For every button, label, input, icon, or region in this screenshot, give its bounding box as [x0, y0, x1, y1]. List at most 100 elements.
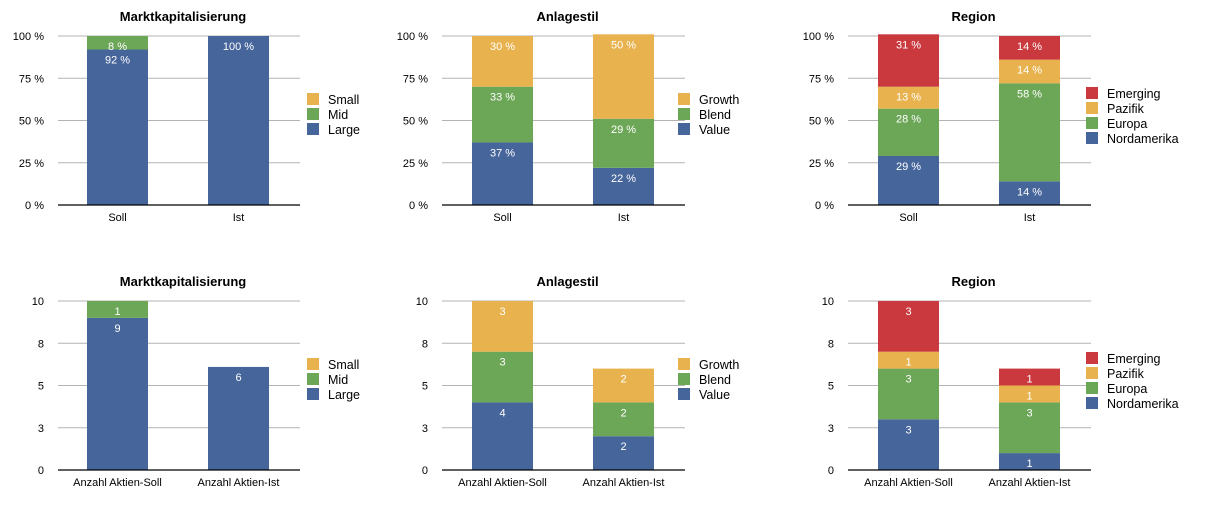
y-tick-label: 8 — [828, 338, 834, 350]
legend-swatch-value — [678, 123, 690, 135]
legend-label: Small — [328, 358, 359, 372]
legend-label: Emerging — [1107, 87, 1161, 101]
data-label: 33 % — [490, 92, 515, 104]
bar-segment-growth — [472, 301, 533, 352]
chart-svg: Anlagestil 0 3 5 8 10 4 3 3 Anzahl Aktien-Soll 2 2 2… — [416, 274, 740, 489]
legend-label: Value — [699, 123, 730, 137]
y-tick-label: 0 % — [409, 200, 428, 212]
chart-svg: Marktkapitalisierung 0 3 5 8 10 9 1 Anzahl Aktie… — [32, 274, 360, 489]
legend-label: Blend — [699, 373, 731, 387]
bar-segment-europa — [999, 402, 1060, 454]
bar-segment-emerging — [999, 36, 1060, 60]
y-tick-label: 10 — [32, 296, 44, 308]
data-label: 13 % — [896, 92, 921, 104]
data-label: 1 — [1026, 391, 1032, 403]
y-tick-label: 50 % — [403, 116, 428, 128]
x-tick-label: Soll — [493, 212, 511, 224]
data-label: 3 — [499, 357, 505, 369]
legend-label: Mid — [328, 373, 348, 387]
data-label: 2 — [620, 441, 626, 453]
y-tick-label: 75 % — [809, 73, 834, 85]
chart-region-count: Region 0 3 5 8 10 3 3 1 3 Anzahl Aktien-Soll 1 3 1 1 An… — [800, 265, 1211, 525]
bar-segment-blend — [472, 86, 533, 143]
data-label: 58 % — [1017, 88, 1042, 100]
bar-segment-nordamerika — [999, 181, 1060, 205]
y-tick-label: 25 % — [403, 158, 428, 170]
chart-marktkapitalisierung-percent: Marktkapitalisierung 0 % 25 % 50 % 75 % 100 %… — [0, 0, 411, 260]
y-tick-label: 50 % — [809, 116, 834, 128]
legend-label: Growth — [699, 93, 739, 107]
bar-segment-europa — [999, 83, 1060, 182]
legend-swatch-europa — [1086, 382, 1098, 394]
data-label: 50 % — [611, 39, 636, 51]
legend-swatch-growth — [678, 358, 690, 370]
bar-segment-growth — [472, 36, 533, 87]
data-label: 100 % — [223, 41, 254, 53]
x-tick-label: Anzahl Aktien-Soll — [458, 477, 547, 489]
bar-segment-value — [593, 436, 654, 470]
legend-swatch-large — [307, 388, 319, 400]
chart-marktkapitalisierung-count: Marktkapitalisierung 0 3 5 8 10 9 1 Anzahl Aktie… — [0, 265, 411, 525]
legend-label: Small — [328, 93, 359, 107]
data-label: 6 — [235, 372, 241, 384]
bar-segment-blend — [593, 118, 654, 168]
bar-segment-nordamerika — [878, 419, 939, 470]
legend-swatch-pazifik — [1086, 102, 1098, 114]
legend-swatch-blend — [678, 373, 690, 385]
y-tick-label: 5 — [38, 381, 44, 393]
bar-segment-blend — [472, 351, 533, 403]
bar-segment-mid — [87, 36, 148, 50]
y-tick-label: 0 — [828, 465, 834, 477]
x-tick-label: Anzahl Aktien-Ist — [583, 477, 665, 489]
y-tick-label: 8 — [38, 338, 44, 350]
data-label: 4 — [499, 407, 505, 419]
legend-swatch-nordamerika — [1086, 397, 1098, 409]
x-tick-label: Anzahl Aktien-Ist — [989, 477, 1071, 489]
bar-segment-growth — [593, 368, 654, 403]
chart-svg: Region 0 % 25 % 50 % 75 % 100 % 29 % 28 % 13 % 31… — [803, 9, 1179, 224]
chart-title: Marktkapitalisierung — [120, 274, 246, 289]
data-label: 29 % — [611, 124, 636, 136]
bar-segment-emerging — [878, 34, 939, 87]
legend-label: Mid — [328, 108, 348, 122]
bar-segment-pazifik — [999, 59, 1060, 84]
legend-label: Blend — [699, 108, 731, 122]
data-label: 1 — [1026, 374, 1032, 386]
legend-swatch-europa — [1086, 117, 1098, 129]
chart-svg: Marktkapitalisierung 0 % 25 % 50 % 75 % 100 %… — [13, 9, 360, 224]
y-tick-label: 10 — [416, 296, 428, 308]
y-tick-label: 3 — [422, 423, 428, 435]
x-tick-label: Soll — [108, 212, 126, 224]
data-label: 1 — [905, 357, 911, 369]
data-label: 29 % — [896, 161, 921, 173]
data-label: 2 — [620, 374, 626, 386]
legend-swatch-emerging — [1086, 352, 1098, 364]
y-tick-label: 25 % — [19, 158, 44, 170]
legend-label: Nordamerika — [1107, 132, 1179, 146]
data-label: 3 — [905, 424, 911, 436]
bar-segment-value — [472, 142, 533, 205]
chart-title: Region — [951, 9, 995, 24]
x-tick-label: Ist — [618, 212, 630, 224]
data-label: 37 % — [490, 147, 515, 159]
legend-swatch-nordamerika — [1086, 132, 1098, 144]
legend-swatch-value — [678, 388, 690, 400]
y-tick-label: 5 — [828, 381, 834, 393]
bar-segment-nordamerika — [878, 155, 939, 205]
data-label: 22 % — [611, 173, 636, 185]
y-tick-label: 75 % — [403, 73, 428, 85]
data-label: 14 % — [1017, 41, 1042, 53]
data-label: 2 — [620, 407, 626, 419]
data-label: 14 % — [1017, 186, 1042, 198]
data-label: 9 — [114, 323, 120, 335]
y-tick-label: 25 % — [809, 158, 834, 170]
y-tick-label: 100 % — [397, 31, 428, 43]
data-label: 1 — [114, 306, 120, 318]
y-tick-label: 100 % — [803, 31, 834, 43]
legend-label: Europa — [1107, 117, 1147, 131]
bar-segment-pazifik — [878, 86, 939, 109]
chart-title: Marktkapitalisierung — [120, 9, 246, 24]
y-tick-label: 100 % — [13, 31, 44, 43]
legend-swatch-small — [307, 93, 319, 105]
legend-swatch-mid — [307, 373, 319, 385]
